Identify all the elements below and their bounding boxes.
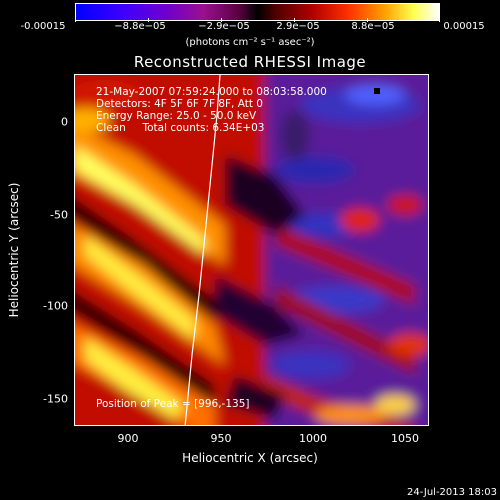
colorbar-units: (photons cm⁻² s⁻¹ asec⁻²) — [185, 37, 315, 48]
colorbar-tick-label: −8.8e−05 — [114, 21, 166, 32]
peak-marker — [374, 88, 380, 94]
colorbar-tick-mark — [294, 18, 295, 22]
solar-limb-line — [184, 75, 221, 425]
info-detectors: Detectors: 4F 5F 6F 7F 8F, Att 0 — [96, 98, 263, 110]
colorbar — [75, 3, 440, 21]
info-energy-range: Energy Range: 25.0 - 50.0 keV — [96, 110, 257, 122]
colorbar-tick-mark — [148, 18, 149, 22]
colorbar-tick-mark — [439, 18, 440, 22]
y-tick-label: -100 — [43, 299, 68, 313]
x-tick-label: 1000 — [299, 432, 327, 445]
colorbar-tick-mark — [367, 18, 368, 22]
x-axis-label: Heliocentric X (arcsec) — [182, 451, 318, 465]
footer-date: 24-Jul-2013 18:03 — [406, 487, 497, 498]
image-plot: 21-May-2007 07:59:24.000 to 08:03:58.000… — [74, 74, 429, 426]
y-axis-label: Heliocentric Y (arcsec) — [7, 182, 21, 318]
y-tick-label: -50 — [50, 208, 68, 222]
info-time-range: 21-May-2007 07:59:24.000 to 08:03:58.000 — [96, 86, 327, 98]
y-tick-label: -150 — [43, 392, 68, 406]
colorbar-tick-label: 8.8e−05 — [351, 21, 395, 32]
x-tick-label: 950 — [210, 432, 232, 445]
y-tick-label: 0 — [61, 115, 68, 129]
colorbar-tick-mark — [221, 18, 222, 22]
info-peak-position: Position of Peak = [996,-135] — [96, 398, 250, 410]
x-tick-label: 1050 — [391, 432, 419, 445]
colorbar-tick-label: −2.9e−05 — [198, 21, 250, 32]
x-tick-label: 900 — [117, 432, 139, 445]
colorbar-tick-label: 2.9e−05 — [276, 21, 320, 32]
rhessi-image — [75, 75, 428, 425]
colorbar-tick-mark — [75, 18, 76, 22]
colorbar-tick-label: 0.00015 — [443, 21, 485, 32]
colorbar-tick-label: -0.00015 — [20, 21, 66, 32]
info-clean-counts: Clean Total counts: 6.34E+03 — [96, 122, 265, 134]
plot-title: Reconstructed RHESSI Image — [133, 53, 367, 71]
